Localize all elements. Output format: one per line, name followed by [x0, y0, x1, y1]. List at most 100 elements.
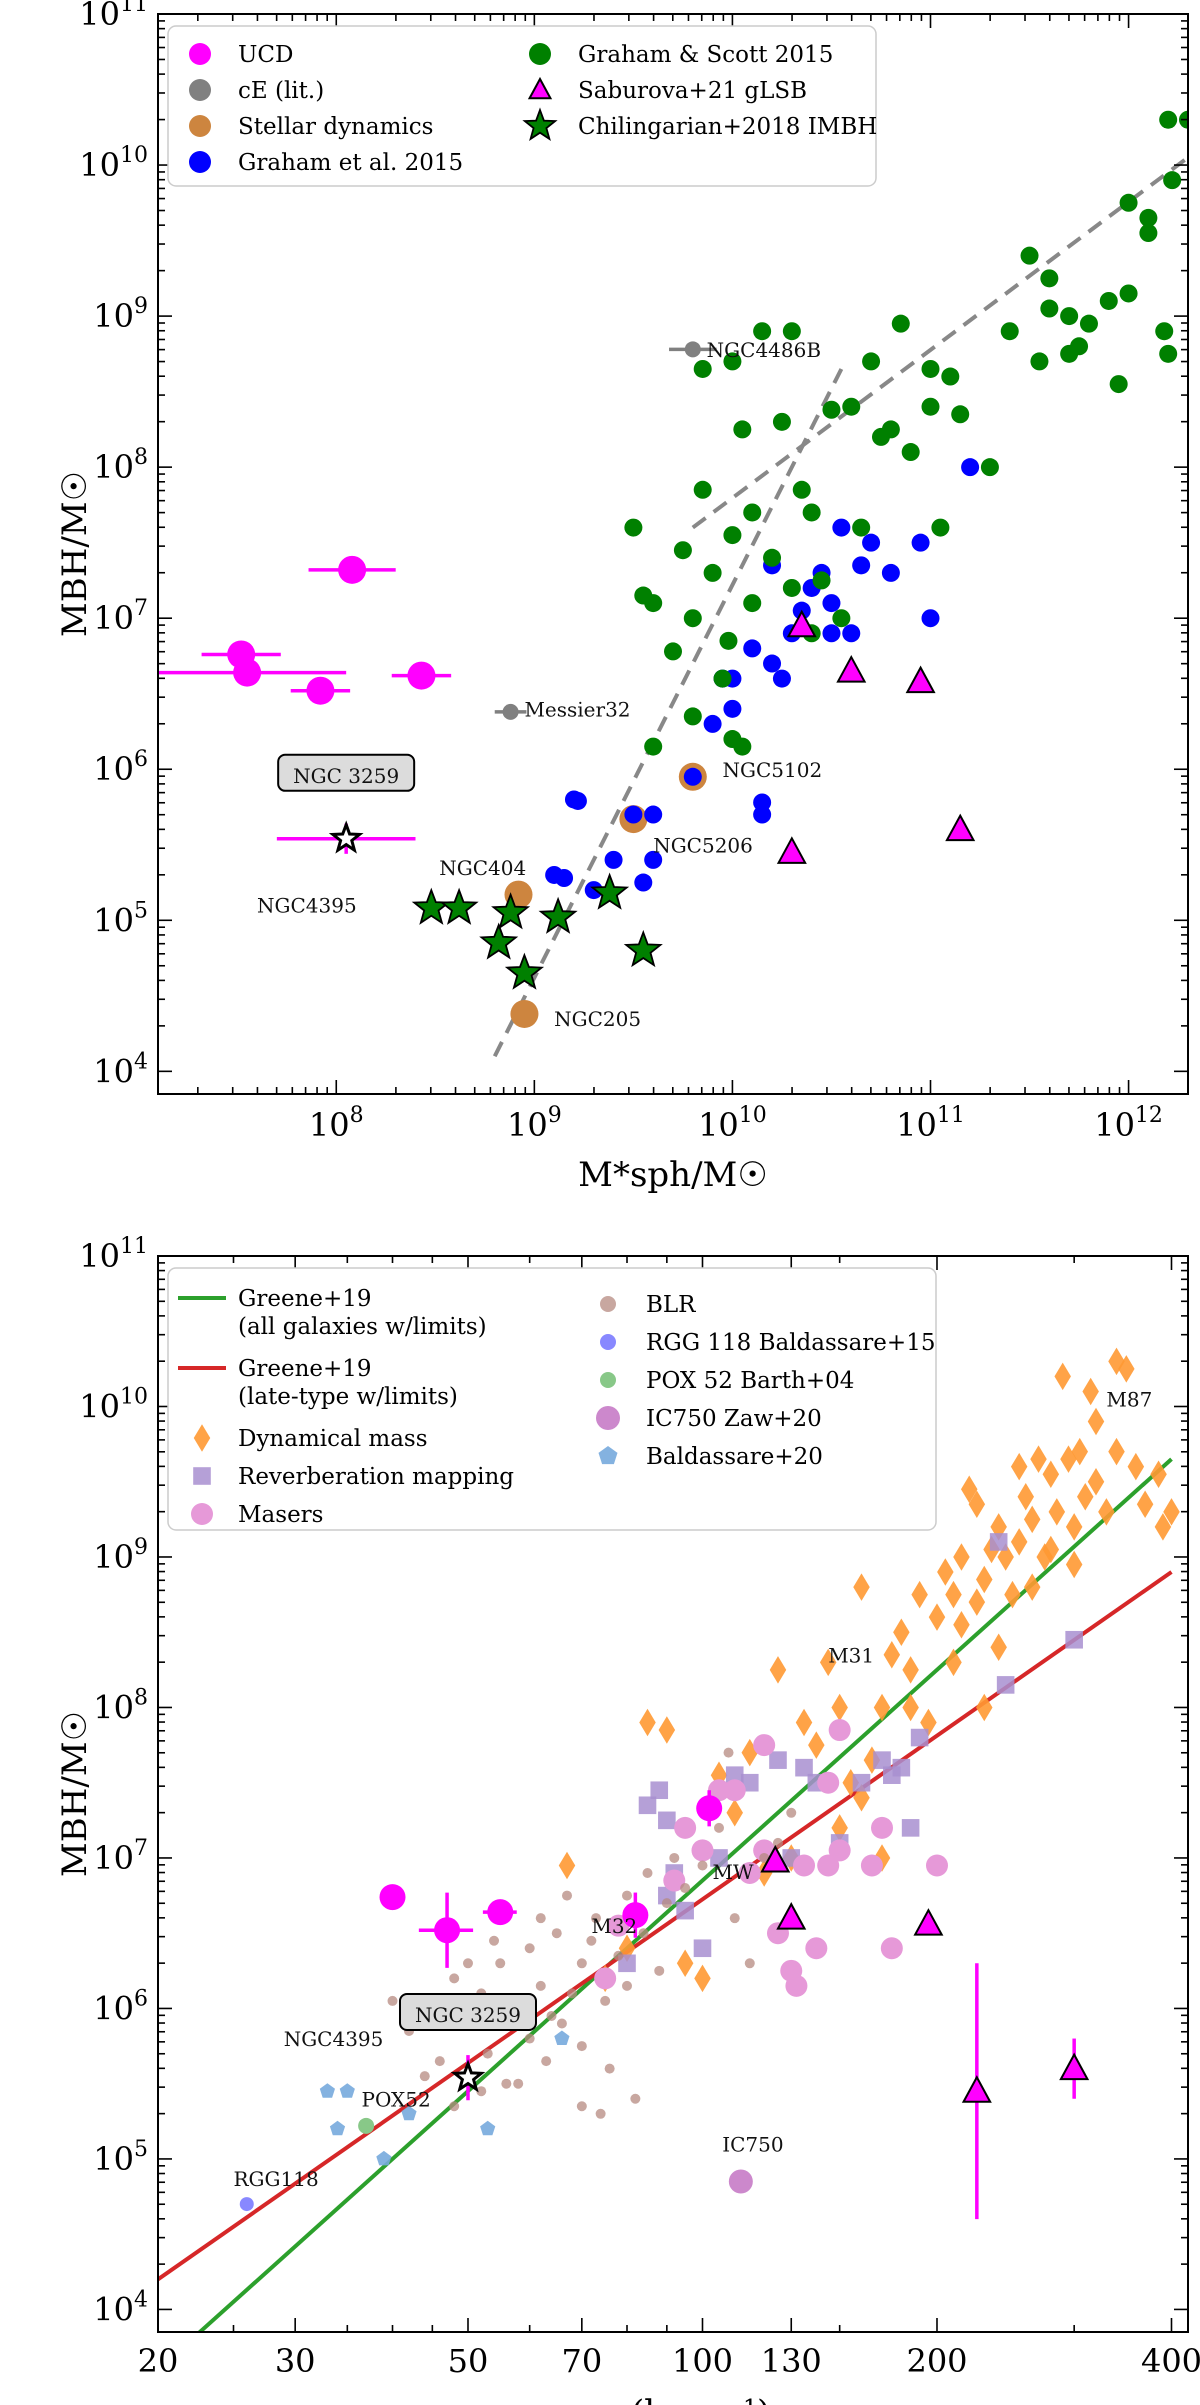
legend-label: cE (lit.): [238, 78, 324, 104]
data-point: [1154, 1513, 1172, 1541]
data-point: [676, 1949, 694, 1978]
data-point: [604, 850, 623, 869]
data-point: [634, 873, 653, 892]
data-point: [980, 458, 999, 477]
point-annotation: IC750: [722, 2132, 783, 2156]
data-point: [743, 503, 762, 522]
data-point: [1139, 224, 1158, 243]
data-point: [434, 1917, 461, 1944]
data-point: [723, 526, 742, 545]
data-point: [586, 1935, 597, 1946]
data-point: [961, 458, 980, 477]
x-tick-label: 30: [275, 2342, 316, 2380]
data-point: [921, 609, 940, 628]
point-annotation: NGC205: [554, 1007, 641, 1031]
data-point: [434, 2056, 445, 2067]
legend-label: BLR: [646, 1292, 696, 1318]
data-point: [1119, 193, 1138, 212]
data-point: [691, 1839, 714, 1862]
legend-label: RGG 118 Baldassare+15: [646, 1330, 935, 1356]
legend-label: Dynamical mass: [238, 1426, 428, 1452]
point-annotation: M87: [1106, 1387, 1152, 1411]
data-point: [703, 714, 722, 733]
boxed-label-frame: [277, 753, 416, 792]
legend: Greene+19(all galaxies w/limits)Greene+1…: [167, 1267, 937, 1531]
data-point: [772, 669, 791, 688]
data-point: [449, 1973, 460, 1984]
plot-area: NGC4486B Messier32 NGC5102 NGC5206 NGC404 NGC…: [158, 110, 1188, 1058]
data-point: [658, 1716, 676, 1744]
legend-marker: [529, 43, 551, 65]
data-point: [495, 1958, 506, 1969]
data-point: [941, 367, 960, 386]
data-point: [376, 2150, 392, 2166]
data-point: [892, 1758, 911, 1777]
data-point: [1065, 1513, 1083, 1541]
data-point: [449, 2101, 460, 2112]
data-point: [976, 1565, 993, 1594]
legend-marker: [598, 1446, 618, 1465]
data-point: [776, 1902, 807, 1930]
data-point: [901, 443, 920, 462]
data-point: [1020, 246, 1039, 265]
data-point: [1023, 1505, 1041, 1534]
y-tick-label: 106: [93, 1986, 148, 2027]
data-point: [319, 2083, 335, 2098]
data-point: [832, 609, 851, 628]
x-tick-label: 400: [1141, 2342, 1200, 2380]
data-point: [1087, 1467, 1105, 1496]
data-point: [502, 703, 519, 720]
data-point: [1040, 299, 1059, 318]
data-point: [743, 594, 762, 613]
data-point: [753, 805, 772, 824]
legend-label: Graham et al. 2015: [238, 150, 463, 176]
y-axis-label: MBH/M☉: [55, 471, 95, 637]
data-point: [1127, 1452, 1145, 1481]
data-point: [782, 578, 801, 597]
legend-label: Graham & Scott 2015: [578, 42, 833, 68]
data-point: [622, 1890, 633, 1901]
data-point: [996, 1676, 1015, 1694]
data-point: [1139, 208, 1158, 227]
data-point: [808, 1731, 825, 1759]
data-point: [733, 420, 752, 439]
legend-label: (all galaxies w/limits): [238, 1314, 487, 1340]
data-point: [901, 1819, 920, 1837]
data-point: [1119, 284, 1138, 303]
data-point: [306, 676, 335, 705]
data-point: [510, 999, 539, 1028]
data-point: [1030, 352, 1049, 371]
data-point: [828, 1839, 851, 1862]
data-point: [562, 1890, 573, 1901]
data-point: [921, 397, 940, 416]
x-tick-label: 109: [507, 1103, 562, 1144]
data-point: [795, 1708, 813, 1737]
data-point: [693, 480, 712, 499]
data-point: [945, 1580, 962, 1609]
legend-marker: [193, 1467, 211, 1485]
data-point: [624, 805, 643, 824]
legend-label: UCD: [238, 42, 293, 68]
boxed-label: NGC 3259: [415, 2003, 521, 2027]
data-point: [338, 555, 367, 584]
point-annotation: MW: [712, 1860, 753, 1884]
data-point: [1163, 171, 1182, 190]
point-annotation: M32: [591, 1914, 637, 1938]
data-point: [476, 2086, 487, 2097]
data-point: [568, 791, 587, 810]
data-point: [1065, 1550, 1083, 1579]
y-tick-label: 106: [93, 747, 148, 788]
data-point: [911, 533, 930, 552]
data-point: [753, 322, 772, 341]
data-point: [551, 1928, 562, 1939]
data-point: [817, 1771, 840, 1794]
data-point: [401, 2105, 417, 2121]
data-point: [622, 1902, 649, 1929]
data-point: [501, 2078, 512, 2089]
data-point: [644, 850, 663, 869]
data-point: [769, 1656, 787, 1684]
data-point: [931, 518, 950, 537]
data-point: [1155, 322, 1174, 341]
data-point: [658, 1886, 676, 1905]
legend-marker: [189, 79, 211, 101]
